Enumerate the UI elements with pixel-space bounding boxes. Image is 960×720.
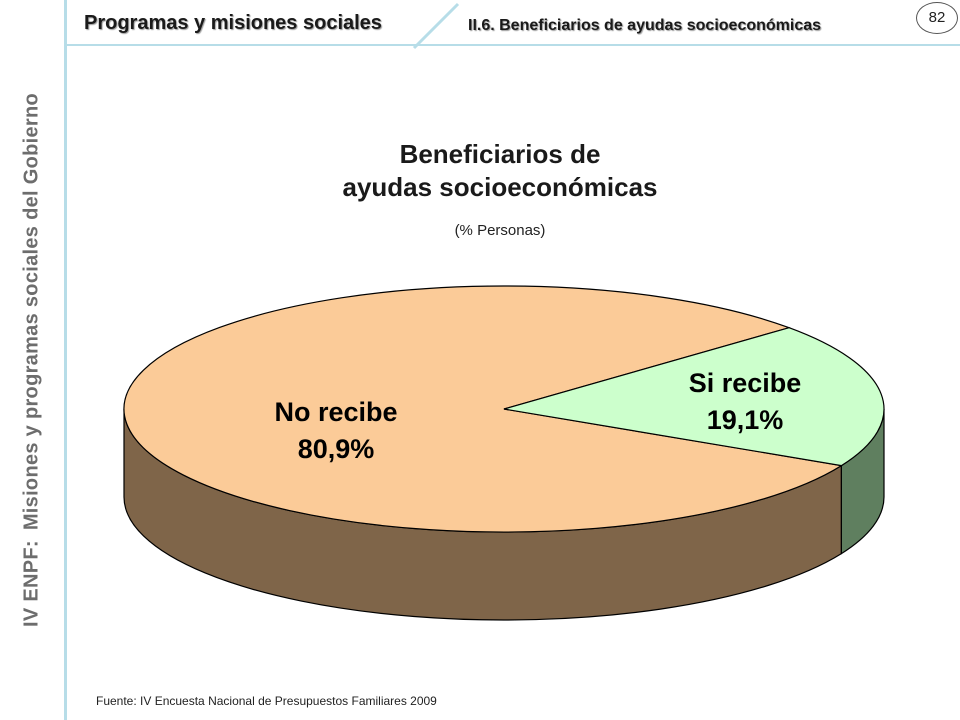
chart-subtitle: (% Personas)	[454, 222, 546, 239]
slice-label-no-recibe: No recibe	[274, 397, 397, 427]
header-slash	[412, 2, 460, 50]
section-title: Programas y misiones sociales	[84, 12, 382, 34]
subsection-title: II.6. Beneficiarios de ayudas socioeconó…	[468, 17, 822, 34]
side-band: IV ENPF:Misiones y programas sociales de…	[0, 0, 67, 720]
chart-title: Beneficiarios de ayudas socioeconómicas	[240, 138, 760, 204]
source-note: Fuente: IV Encuesta Nacional de Presupue…	[96, 694, 437, 708]
header-divider	[64, 44, 960, 46]
chart-title-line2: ayudas socioeconómicas	[342, 172, 658, 202]
slice-si-recibe	[503, 327, 885, 467]
slice-value-si-recibe: 19,1%	[707, 405, 784, 435]
slice-value-no-recibe: 80,9%	[298, 434, 375, 464]
slice-no-recibe	[123, 285, 844, 533]
slice-label-si-recibe: Si recibe	[689, 368, 802, 398]
chart-title-line1: Beneficiarios de	[399, 139, 601, 169]
page-number-badge: 82	[916, 2, 958, 34]
